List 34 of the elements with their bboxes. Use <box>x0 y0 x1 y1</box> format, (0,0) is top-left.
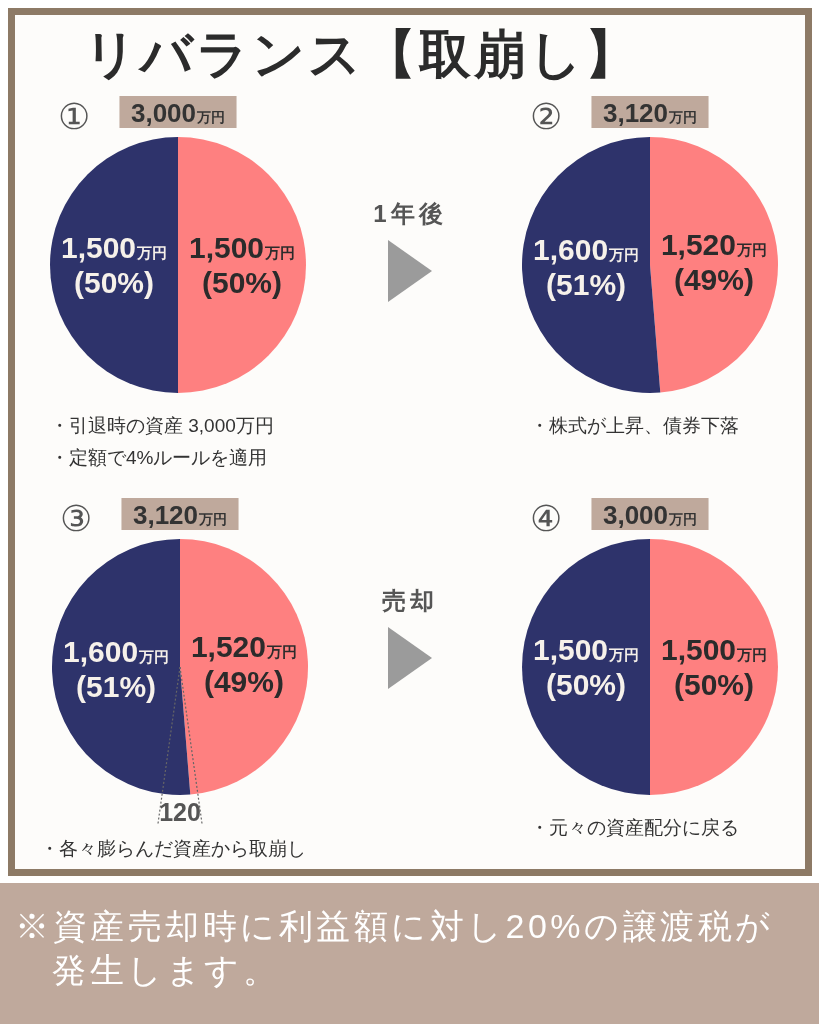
pie-slice <box>522 539 650 795</box>
pie-slice <box>50 137 178 393</box>
chart-title: ② <box>530 96 562 137</box>
text: ・株式が上昇、債券下落 <box>530 415 739 436</box>
pie-slice <box>650 137 778 393</box>
data-label: 1,500万円 (50%) <box>532 632 640 701</box>
pie-slice <box>522 137 661 393</box>
text: ・各々膨らんだ資産から取崩し <box>40 838 306 859</box>
data-label: 1,520万円 (49%) <box>660 227 767 296</box>
data-label: 1,500万円 (50%) <box>60 230 168 299</box>
data-label: 1,520万円 (49%) <box>190 629 297 698</box>
pie-slice <box>650 539 778 795</box>
pie-slice <box>178 137 306 393</box>
chart-title: ③ <box>60 498 92 539</box>
chart-title: ① <box>58 96 90 137</box>
text: 売却 <box>382 587 438 614</box>
text: 120 <box>159 798 201 826</box>
pie-slice <box>180 539 308 795</box>
chart-subtitle: 3,000万円 <box>602 500 698 530</box>
pie-slice <box>52 539 191 795</box>
text: ・元々の資産配分に戻る <box>530 817 739 838</box>
text: ・定額で4%ルールを適用 <box>50 447 268 468</box>
chart-title: ④ <box>530 498 562 539</box>
data-label: 1,600万円 (51%) <box>533 233 640 302</box>
chart-subtitle: 3,120万円 <box>602 98 698 128</box>
text: ※資産売却時に利益額に対し20%の譲渡税が発生します。 <box>15 907 774 989</box>
text: リバランス【取崩し】 <box>84 25 640 83</box>
chart-subtitle: 3,000万円 <box>130 98 226 128</box>
chart-subtitle: 3,120万円 <box>132 500 228 530</box>
text: ・引退時の資産 3,000万円 <box>50 415 274 436</box>
data-label: 1,500万円 (50%) <box>188 230 296 299</box>
text: 1年後 <box>373 200 447 227</box>
data-label: 1,600万円 (51%) <box>63 635 170 704</box>
data-label: 1,500万円 (50%) <box>660 632 768 701</box>
